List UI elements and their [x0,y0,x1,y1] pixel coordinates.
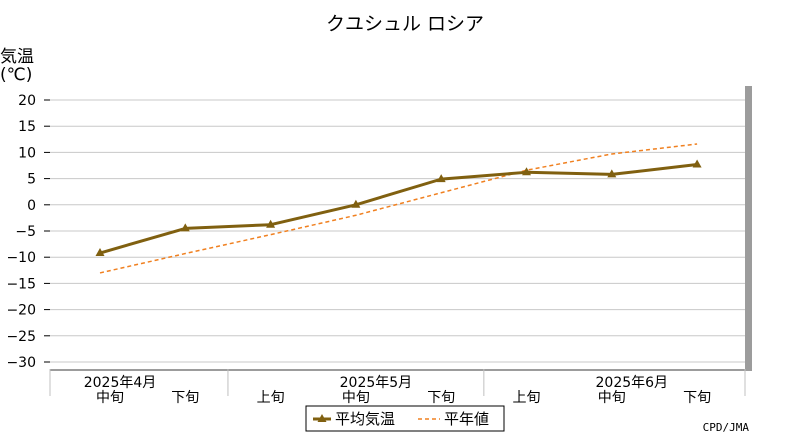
mean-temp-point [436,174,446,183]
legend-mean-label: 平均気温 [335,410,395,428]
x-axis: 中旬 下旬 上旬 中旬 下旬 上旬 中旬 下旬 2025年4月 2025年5月 2025年6月 [49,369,746,406]
mean-temp-point [522,167,531,176]
x-month-label: 2025年5月 [340,375,413,391]
legend-mean-marker [317,414,327,422]
x-period-label: 中旬 [598,390,626,406]
legend-normal-label: 平年値 [444,410,489,428]
mean-temp-line [99,162,698,255]
mean-temp-point [607,169,617,178]
x-period-label: 中旬 [96,390,124,406]
grid-lines [50,99,745,363]
y-tick-label: −15 [6,276,36,292]
chart-title: クユシュル ロシア [326,13,484,35]
mean-temp-point [351,199,361,208]
x-month-label: 2025年6月 [596,375,669,391]
series-mean-temp [95,159,702,257]
series-normal [99,143,698,274]
y-tick-label: −5 [15,224,36,240]
x-period-label: 下旬 [171,390,199,406]
y-tick-label: −20 [6,303,36,319]
normal-temp-line [99,143,698,274]
x-period-label: 下旬 [427,390,455,406]
legend: 平均気温 平年値 [305,405,505,432]
y-tick-label: 20 [18,93,36,109]
mean-temp-point [180,223,190,232]
legend-box [305,405,505,432]
x-period-label: 下旬 [683,390,711,406]
y-axis-unit: (℃) [0,65,32,85]
y-axis-label: 気温 [0,47,34,67]
y-tick-label: −10 [6,250,36,266]
y-tick-label: −30 [6,355,36,371]
plot-area [50,86,745,369]
y-tick-label: 0 [27,198,36,214]
y-tick-label: −25 [6,329,36,345]
x-month-label: 2025年4月 [84,375,157,391]
x-period-label: 中旬 [342,390,370,406]
mean-temp-point [266,219,276,228]
mean-temp-point [692,159,702,168]
y-tick-label: 5 [27,172,36,188]
y-tick-label: 15 [18,119,36,135]
x-period-label: 上旬 [513,390,541,406]
y-tick-labels: 20 15 10 5 0 −5 −10 −15 −20 −25 −30 [6,93,50,371]
y-tick-label: 10 [18,145,36,161]
x-period-label: 上旬 [257,390,285,406]
mean-temp-point [95,248,105,257]
credit-text: CPD/JMA [703,421,750,434]
